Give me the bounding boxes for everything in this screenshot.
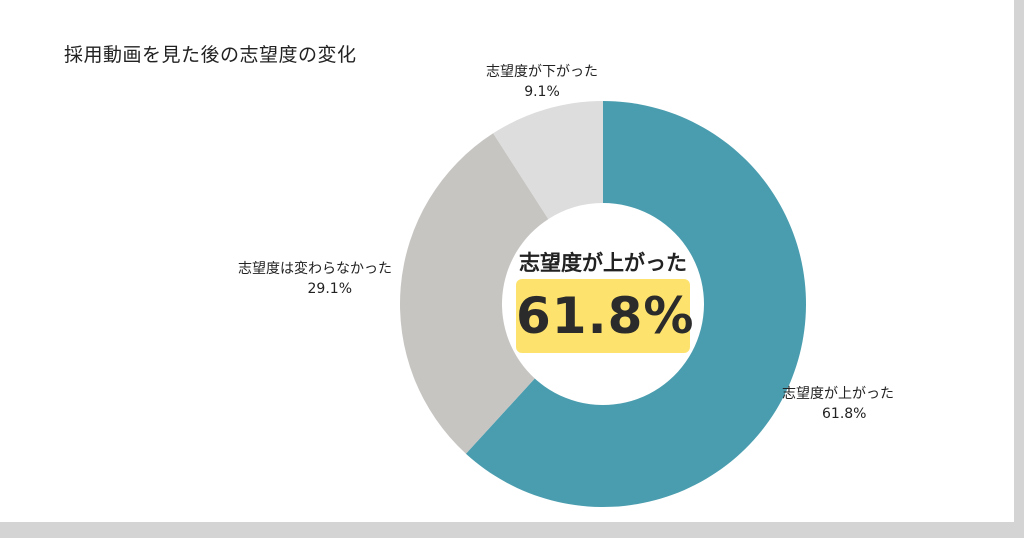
center-highlight-badge — [516, 279, 690, 353]
center-value: 61.8% — [516, 287, 695, 345]
slice-label-down: 志望度が下がった 9.1% — [460, 62, 624, 102]
slice-label-down-name: 志望度が下がった — [486, 64, 598, 80]
slice-label-up: 志望度が上がった 61.8% — [782, 384, 894, 424]
donut-chart — [400, 101, 806, 507]
donut-slice-down — [493, 101, 603, 220]
slice-label-up-name: 志望度が上がった — [782, 386, 894, 402]
slice-label-same: 志望度は変わらなかった 29.1% — [210, 259, 392, 299]
slice-label-same-name: 志望度は変わらなかった — [238, 261, 392, 277]
chart-title: 採用動画を見た後の志望度の変化 — [64, 44, 357, 66]
center-caption: 志望度が上がった — [519, 251, 687, 275]
donut-slice-up — [465, 101, 806, 507]
slice-label-up-value: 61.8% — [822, 406, 867, 422]
chart-card: 採用動画を見た後の志望度の変化 志望度が上がった 61.8% 志望度は変わらなか… — [0, 0, 1014, 522]
slice-label-down-value: 9.1% — [524, 84, 560, 100]
donut-slice-same — [400, 133, 549, 454]
slice-label-same-value: 29.1% — [307, 281, 352, 297]
